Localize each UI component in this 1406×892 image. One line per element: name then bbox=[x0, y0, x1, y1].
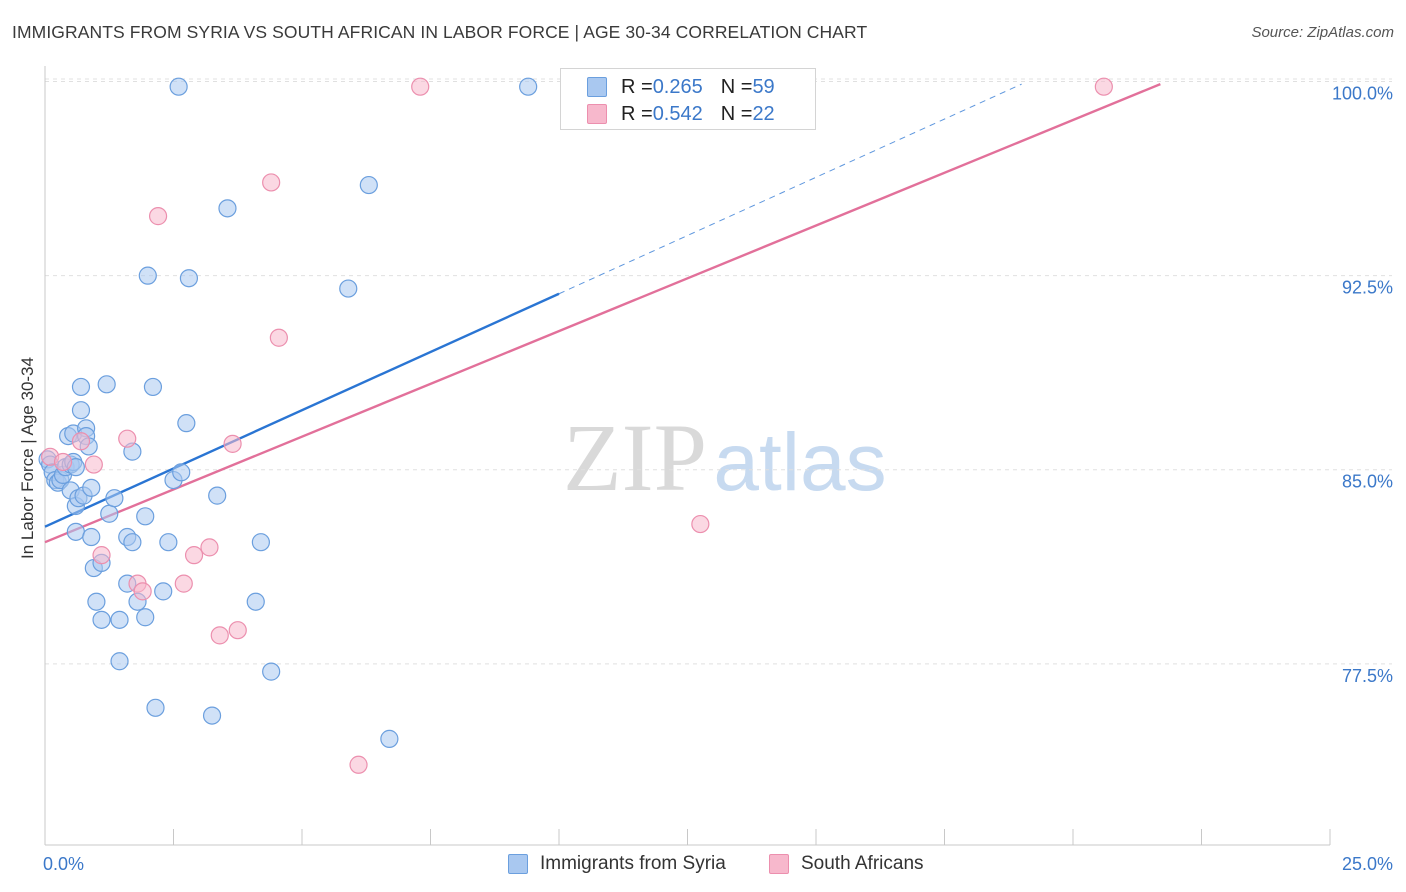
data-point-south-africans bbox=[92, 546, 111, 565]
data-point-south-africans bbox=[223, 434, 242, 453]
data-point-south-africans bbox=[228, 621, 247, 640]
data-point-syria bbox=[92, 610, 111, 629]
data-point-south-africans bbox=[411, 77, 430, 96]
data-point-syria bbox=[179, 269, 199, 288]
chart-title: IMMIGRANTS FROM SYRIA VS SOUTH AFRICAN I… bbox=[12, 22, 868, 42]
y-tick-label: 100.0% bbox=[1332, 84, 1393, 104]
data-point-syria bbox=[143, 377, 163, 397]
y-tick-label: 85.0% bbox=[1342, 472, 1393, 492]
data-point-syria bbox=[177, 414, 196, 433]
data-point-south-africans bbox=[133, 582, 152, 601]
y-tick-label: 92.5% bbox=[1342, 278, 1393, 298]
data-point-south-africans bbox=[691, 514, 710, 534]
data-point-syria bbox=[105, 489, 124, 508]
data-point-south-africans bbox=[174, 574, 193, 593]
data-point-syria bbox=[218, 199, 237, 218]
data-point-syria bbox=[71, 377, 91, 397]
data-point-syria bbox=[110, 610, 129, 629]
data-point-syria bbox=[66, 522, 85, 541]
data-point-syria bbox=[262, 662, 281, 681]
data-point-syria bbox=[100, 504, 119, 523]
data-point-syria bbox=[208, 486, 227, 505]
data-point-syria bbox=[87, 592, 106, 611]
trendline-syria bbox=[44, 292, 560, 528]
legend-row-south-africans: R = 0.542 N = 22 bbox=[587, 102, 775, 126]
data-point-syria bbox=[123, 533, 142, 552]
data-point-south-africans bbox=[84, 455, 103, 474]
trendline-syria-extension bbox=[558, 83, 1022, 295]
data-point-south-africans bbox=[210, 626, 229, 645]
data-point-syria bbox=[246, 592, 265, 611]
data-point-syria bbox=[154, 582, 173, 601]
data-point-syria bbox=[82, 527, 101, 547]
data-point-syria bbox=[202, 706, 222, 725]
data-point-syria bbox=[159, 533, 178, 552]
data-point-syria bbox=[519, 77, 538, 96]
data-point-south-africans bbox=[349, 755, 368, 774]
data-point-syria bbox=[138, 266, 157, 285]
data-point-syria bbox=[97, 375, 116, 394]
data-point-south-africans bbox=[184, 546, 204, 565]
data-point-syria bbox=[380, 729, 399, 748]
data-point-syria bbox=[82, 478, 101, 497]
bottom-legend-label-syria: Immigrants from Syria bbox=[540, 853, 726, 874]
legend-r-label: R = bbox=[621, 102, 653, 125]
data-point-syria bbox=[71, 401, 91, 420]
data-point-south-africans bbox=[1094, 77, 1113, 96]
bottom-legend-syria: Immigrants from Syria bbox=[508, 851, 726, 877]
legend-box: R = 0.265 N = 59 R = 0.542 N = 22 bbox=[560, 68, 816, 130]
data-point-syria bbox=[169, 77, 188, 96]
data-point-syria bbox=[251, 533, 270, 552]
data-point-south-africans bbox=[148, 207, 168, 226]
watermark-atlas: atlas bbox=[713, 417, 886, 508]
legend-n-label: N = bbox=[720, 102, 753, 125]
data-point-syria bbox=[359, 175, 378, 195]
data-point-south-africans bbox=[118, 429, 137, 448]
x-tick-label: 0.0% bbox=[43, 854, 84, 874]
legend-swatch-pink bbox=[587, 104, 607, 124]
data-point-south-africans bbox=[269, 328, 288, 347]
legend-r-value: 0.542 bbox=[652, 102, 703, 125]
legend-n-value: 22 bbox=[752, 102, 775, 125]
watermark-zip: ZIP bbox=[563, 404, 707, 511]
legend-n-label: N = bbox=[720, 75, 753, 98]
data-point-syria bbox=[172, 463, 191, 482]
legend-swatch-blue bbox=[587, 77, 607, 97]
bottom-legend-label-south-africans: South Africans bbox=[801, 853, 924, 874]
data-point-syria bbox=[136, 507, 155, 526]
data-point-south-africans bbox=[262, 173, 281, 192]
data-point-south-africans bbox=[71, 432, 91, 451]
x-tick-label: 25.0% bbox=[1342, 854, 1393, 874]
data-point-syria bbox=[339, 279, 358, 298]
bottom-legend-south-africans: South Africans bbox=[769, 851, 924, 877]
data-point-syria bbox=[136, 608, 155, 627]
source-label: Source: ZipAtlas.com bbox=[1251, 24, 1394, 41]
trendline-south-africans bbox=[44, 83, 1161, 544]
legend-r-label: R = bbox=[621, 75, 653, 98]
data-point-south-africans bbox=[200, 538, 219, 557]
y-tick-label: 77.5% bbox=[1342, 666, 1393, 686]
legend-r-value: 0.265 bbox=[652, 75, 703, 98]
bottom-legend-swatch-blue bbox=[508, 854, 528, 874]
legend-row-syria: R = 0.265 N = 59 bbox=[587, 75, 775, 99]
watermark: ZIP atlas bbox=[563, 404, 887, 511]
bottom-legend-swatch-pink bbox=[769, 854, 789, 874]
data-point-syria bbox=[110, 652, 129, 671]
data-point-syria bbox=[146, 698, 165, 717]
data-point-south-africans bbox=[53, 452, 73, 472]
legend-n-value: 59 bbox=[752, 75, 775, 98]
